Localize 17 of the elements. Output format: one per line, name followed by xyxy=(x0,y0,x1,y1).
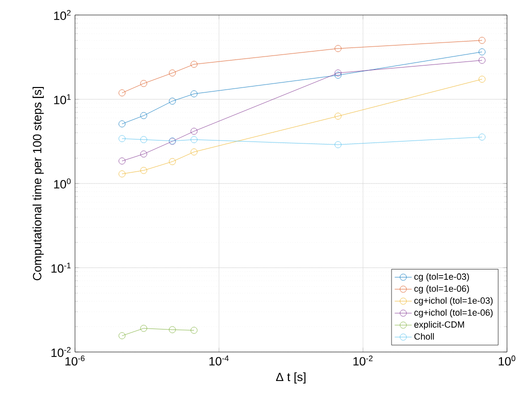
y-tick-label: 10$^{-2}$ xyxy=(52,346,71,358)
legend-label: cg+ichol (tol=1e-06) xyxy=(414,309,493,318)
legend-label: Choll xyxy=(414,333,434,340)
legend-label: cg (tol=1e-03) xyxy=(414,273,469,282)
y-tick-label: 10$^{-1}$ xyxy=(52,262,71,273)
legend-label: explicit-CDM xyxy=(414,321,464,330)
legend-label: cg (tol=1e-06) xyxy=(414,285,469,294)
y-tick-label: 10$^{2}$ xyxy=(54,10,71,20)
y-tick-label: 10$^{1}$ xyxy=(54,94,71,104)
x-tick-label: 10$^{-2}$ xyxy=(353,356,373,366)
y-tick-label: 10$^{0}$ xyxy=(54,178,71,189)
y-axis-title: Computational time per 100 steps [s] xyxy=(32,87,44,280)
legend-label: cg+ichol (tol=1e-03) xyxy=(414,297,493,306)
x-axis-title: Δ t [s] xyxy=(276,372,306,384)
x-tick-label: 10$^{-6}$ xyxy=(65,356,85,366)
x-tick-label: 10$^{-4}$ xyxy=(209,356,229,366)
x-tick-label: 10$^{0}$ xyxy=(498,356,516,366)
